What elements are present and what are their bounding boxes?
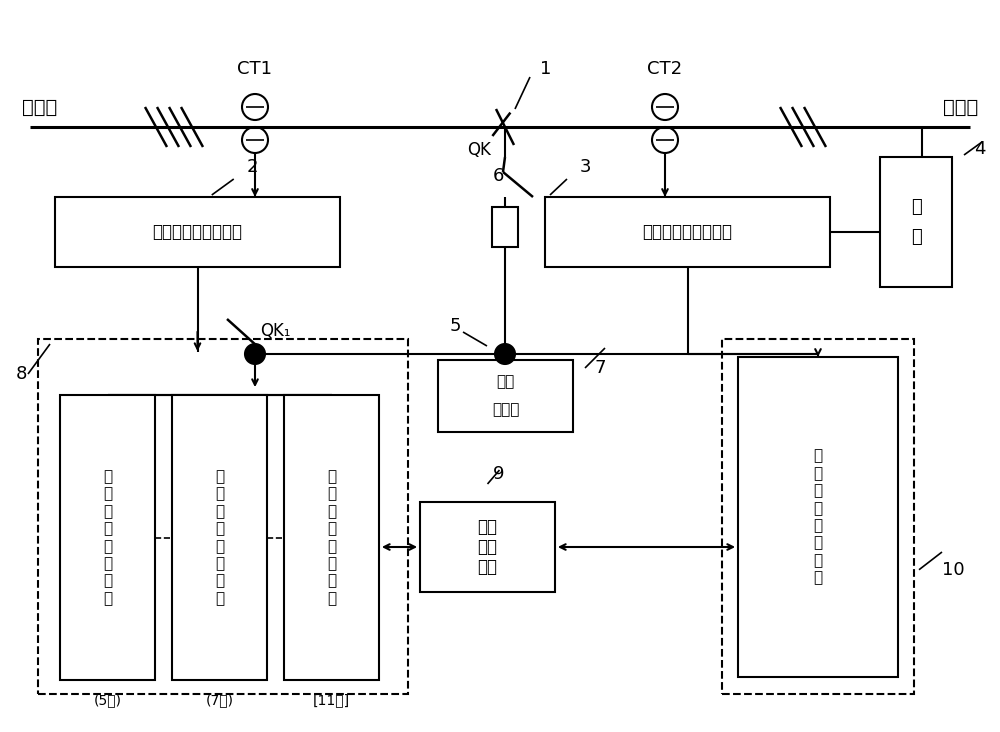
Text: 并联: 并联 bbox=[496, 375, 515, 389]
Text: 无
源
滤
波
补
偿
模
块: 无 源 滤 波 补 偿 模 块 bbox=[215, 469, 224, 606]
Text: 8: 8 bbox=[16, 365, 27, 383]
Text: 无
源
滤
波
补
偿
模
块: 无 源 滤 波 补 偿 模 块 bbox=[327, 469, 336, 606]
Text: 1: 1 bbox=[540, 60, 551, 78]
Text: 10: 10 bbox=[942, 561, 965, 579]
Bar bbox=[722, 339, 914, 694]
Text: 4: 4 bbox=[974, 140, 986, 158]
Bar bbox=[545, 197, 830, 267]
Text: 有
源
滤
波
补
偿
模
块: 有 源 滤 波 补 偿 模 块 bbox=[813, 449, 823, 586]
Bar bbox=[38, 339, 408, 694]
Text: QK: QK bbox=[467, 141, 491, 159]
Text: QK₁: QK₁ bbox=[260, 322, 290, 340]
Text: 触摸: 触摸 bbox=[478, 518, 498, 536]
Text: CT1: CT1 bbox=[238, 60, 272, 78]
Text: 电抗器: 电抗器 bbox=[492, 403, 519, 417]
Text: [11次]: [11次] bbox=[313, 693, 350, 707]
Text: 电网侧信号采集模块: 电网侧信号采集模块 bbox=[152, 223, 242, 241]
Bar bbox=[172, 395, 267, 680]
Text: 5: 5 bbox=[450, 317, 462, 335]
Bar bbox=[60, 395, 155, 680]
Text: (7次): (7次) bbox=[206, 693, 233, 707]
Text: 载: 载 bbox=[911, 228, 921, 246]
Bar bbox=[284, 395, 379, 680]
Circle shape bbox=[495, 344, 515, 364]
Circle shape bbox=[245, 344, 265, 364]
Text: 电网侧: 电网侧 bbox=[22, 97, 57, 116]
Text: 屏控: 屏控 bbox=[478, 538, 498, 556]
Bar bbox=[880, 157, 952, 287]
Bar bbox=[55, 197, 340, 267]
Text: 无
源
滤
波
补
偿
模
块: 无 源 滤 波 补 偿 模 块 bbox=[103, 469, 112, 606]
Text: 制器: 制器 bbox=[478, 558, 498, 576]
Text: 负载侧信号采集模块: 负载侧信号采集模块 bbox=[642, 223, 732, 241]
Text: 7: 7 bbox=[595, 359, 606, 377]
Text: 9: 9 bbox=[492, 465, 504, 483]
Text: CT2: CT2 bbox=[647, 60, 683, 78]
Text: (5次): (5次) bbox=[94, 693, 122, 707]
Text: 6: 6 bbox=[493, 167, 504, 185]
Bar bbox=[738, 357, 898, 677]
Bar bbox=[492, 207, 518, 247]
Text: 2: 2 bbox=[247, 158, 258, 176]
Bar bbox=[438, 360, 573, 432]
Text: 3: 3 bbox=[580, 158, 592, 176]
Text: 负载侧: 负载侧 bbox=[943, 97, 978, 116]
Bar bbox=[420, 502, 555, 592]
Text: 负: 负 bbox=[911, 198, 921, 216]
